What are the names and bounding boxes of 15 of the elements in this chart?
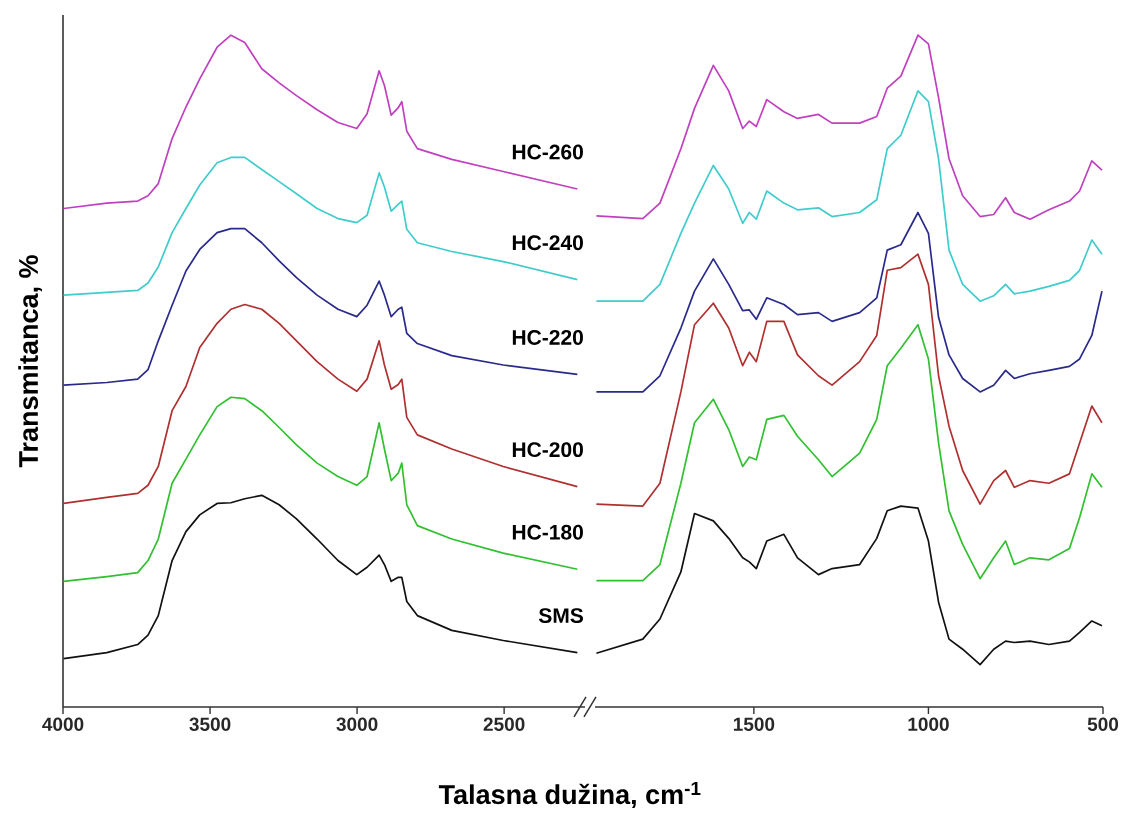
x-tick-label: 3000 — [336, 717, 378, 731]
series-label: HC-200 — [512, 442, 583, 458]
series-label: SMS — [538, 608, 583, 624]
x-tick-label: 1500 — [733, 717, 775, 731]
x-axis-title: Talasna dužina, cm$^{-1}$ — [438, 781, 701, 809]
series-label: HC-220 — [512, 330, 583, 345]
series-label: HC-260 — [512, 144, 583, 160]
x-tick-label: 2500 — [483, 717, 525, 731]
y-axis-title: Transmitanca, % — [18, 255, 42, 468]
x-tick-label: 1000 — [908, 717, 949, 731]
series-label: HC-240 — [512, 235, 583, 251]
x-tick-label: 500 — [1087, 717, 1119, 731]
x-tick-label: 3500 — [189, 717, 231, 731]
x-tick-label: 4000 — [42, 717, 84, 731]
series-label: HC-180 — [512, 524, 583, 540]
